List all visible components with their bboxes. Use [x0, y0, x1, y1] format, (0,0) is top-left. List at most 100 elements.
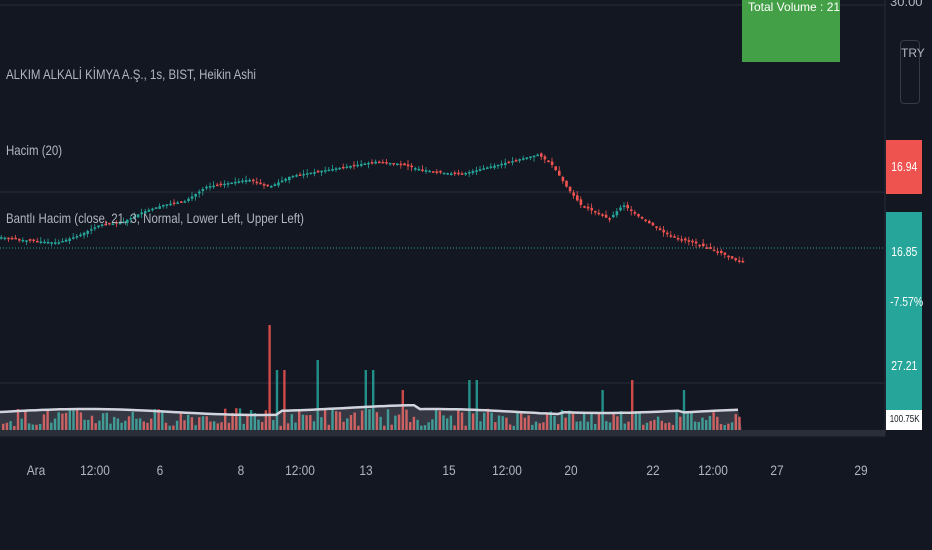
currency-label: TRY: [901, 46, 925, 60]
candle-body: [421, 169, 424, 172]
volume-bar: [520, 411, 523, 430]
candle-body: [687, 240, 691, 242]
volume-bar: [146, 422, 149, 430]
volume-bar: [560, 409, 564, 430]
candle-body: [723, 252, 727, 255]
volume-bar: [246, 413, 249, 430]
candle-body: [680, 239, 683, 241]
candle-body: [266, 184, 269, 187]
candle-body: [316, 170, 320, 173]
volume-bar: [116, 418, 120, 430]
volume-bar: [109, 423, 112, 430]
candle-body: [57, 242, 61, 244]
volume-bar: [231, 412, 234, 430]
candle-body: [673, 236, 676, 238]
band-indicator-label[interactable]: Bantlı Hacim (close, 21, 3, Normal, Lowe…: [6, 210, 304, 226]
candle-body: [676, 238, 680, 240]
candle-body: [478, 169, 482, 172]
candle-body: [399, 163, 403, 166]
candle-body: [50, 242, 53, 244]
volume-bar: [94, 423, 97, 430]
volume-bar: [323, 410, 327, 430]
volume-bar: [187, 414, 190, 430]
candles-group: [0, 152, 745, 264]
time-tick: 8: [237, 462, 245, 478]
candle-body: [594, 211, 597, 213]
volume-bar: [405, 409, 408, 430]
pane-separator[interactable]: [0, 430, 885, 436]
candle-body: [7, 237, 10, 240]
volume-bar: [194, 425, 197, 430]
volume-bar: [508, 424, 512, 430]
volume-bar: [612, 412, 615, 430]
volume-bar: [224, 408, 227, 430]
candle-body: [489, 166, 493, 169]
candle-body: [475, 170, 478, 172]
candle-body: [208, 186, 212, 188]
candle-body: [626, 204, 629, 209]
candle-body: [237, 181, 241, 183]
candle-body: [403, 163, 406, 166]
candle-body: [25, 240, 28, 242]
volume-bar: [16, 408, 20, 430]
time-tick: 27: [770, 462, 784, 478]
volume-bar: [98, 420, 101, 430]
candle-body: [648, 220, 651, 224]
candle-body: [374, 161, 377, 164]
candle-body: [313, 172, 316, 174]
volume-bar: [446, 418, 449, 430]
volume-bar: [153, 409, 157, 430]
candle-body: [540, 153, 543, 157]
candle-body: [378, 161, 381, 164]
candle-body: [226, 183, 230, 185]
candle-body: [363, 163, 367, 166]
volume-bar: [394, 415, 397, 430]
volume-bar: [568, 410, 571, 430]
symbol-title[interactable]: ALKIM ALKALİ KİMYA A.Ş., 1s, BIST, Heiki…: [6, 66, 256, 82]
volume-bar: [468, 380, 471, 430]
candle-body: [154, 207, 158, 209]
candle-body: [248, 180, 251, 182]
volume-indicator-label[interactable]: Hacim (20): [6, 142, 63, 158]
volume-bar: [734, 414, 737, 430]
volume-band-area: [0, 405, 742, 430]
candle-body: [194, 193, 197, 197]
volume-bar: [53, 418, 57, 430]
volume-bar: [268, 325, 271, 430]
candle-body: [252, 179, 255, 182]
volume-bar: [516, 411, 519, 430]
candle-body: [446, 173, 449, 175]
volume-bar: [372, 370, 375, 430]
candle-body: [338, 167, 341, 170]
volume-bar: [597, 412, 601, 430]
candle-body: [162, 204, 165, 207]
candle-body: [651, 222, 655, 226]
volume-bar: [5, 422, 9, 430]
candle-body: [511, 161, 514, 163]
volume-bar: [235, 408, 238, 430]
volume-bar: [719, 424, 723, 430]
volume-bar: [453, 425, 456, 430]
time-tick: 29: [854, 462, 868, 478]
volume-bar: [46, 409, 49, 430]
candle-body: [46, 241, 50, 244]
volume-bar: [183, 420, 186, 430]
total-volume-callout: Total Volume : 214.448K: [742, 0, 840, 62]
indicator-value-tag: 27.21: [886, 338, 922, 410]
volume-band-line: [0, 403, 739, 417]
candle-body: [630, 209, 633, 212]
candle-body: [662, 229, 665, 233]
candle-body: [306, 173, 309, 175]
candle-body: [90, 229, 93, 231]
currency-selector[interactable]: TRY: [900, 40, 925, 104]
candle-body: [741, 260, 745, 263]
candle-body: [522, 158, 525, 160]
volume-bar: [357, 425, 360, 430]
volume-bar: [150, 418, 153, 430]
volume-bar: [316, 360, 319, 430]
candle-body: [284, 178, 287, 181]
volume-bar: [79, 412, 83, 430]
volume-bar: [31, 424, 34, 430]
candle-body: [277, 182, 280, 186]
